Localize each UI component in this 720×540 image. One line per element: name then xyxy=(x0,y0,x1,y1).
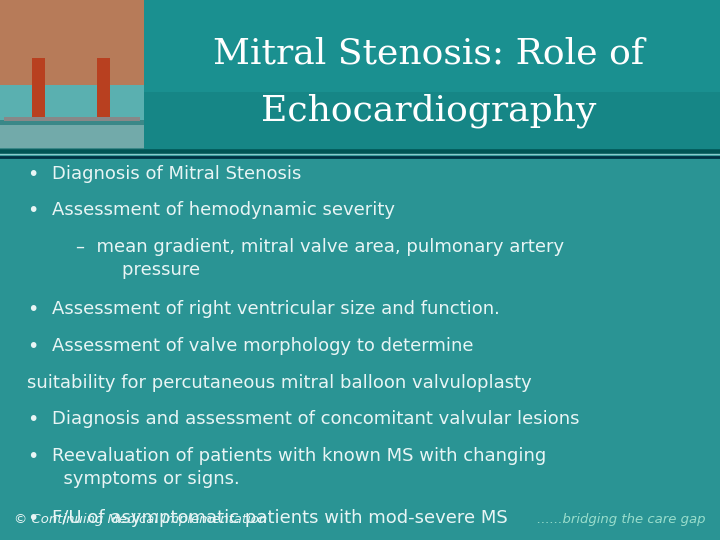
Bar xyxy=(0,125,144,148)
Text: •: • xyxy=(27,447,39,466)
Bar xyxy=(32,58,45,143)
Text: Assessment of valve morphology to determine: Assessment of valve morphology to determ… xyxy=(52,337,473,355)
Bar xyxy=(0,0,144,154)
Bar xyxy=(0,0,144,85)
Text: suitability for percutaneous mitral balloon valvuloplasty: suitability for percutaneous mitral ball… xyxy=(27,374,532,391)
Bar xyxy=(97,58,110,143)
Text: ......bridging the care gap: ......bridging the care gap xyxy=(537,514,706,526)
Text: •: • xyxy=(27,300,39,319)
Text: Diagnosis of Mitral Stenosis: Diagnosis of Mitral Stenosis xyxy=(52,165,301,183)
Text: –  mean gradient, mitral valve area, pulmonary artery
        pressure: – mean gradient, mitral valve area, pulm… xyxy=(76,238,564,279)
Text: F/U of asymptomatic patients with mod-severe MS: F/U of asymptomatic patients with mod-se… xyxy=(52,509,508,527)
Text: © Continuing Medical Implementation: © Continuing Medical Implementation xyxy=(14,514,268,526)
Text: Assessment of hemodynamic severity: Assessment of hemodynamic severity xyxy=(52,201,395,219)
Bar xyxy=(0,92,720,154)
Text: Echocardiography: Echocardiography xyxy=(261,93,596,128)
Text: Mitral Stenosis: Role of: Mitral Stenosis: Role of xyxy=(213,37,644,71)
Text: Reevaluation of patients with known MS with changing
  symptoms or signs.: Reevaluation of patients with known MS w… xyxy=(52,447,546,488)
Bar xyxy=(0,120,144,154)
Bar xyxy=(0,0,720,154)
Text: •: • xyxy=(27,165,39,184)
Text: •: • xyxy=(27,410,39,429)
Text: Diagnosis and assessment of concomitant valvular lesions: Diagnosis and assessment of concomitant … xyxy=(52,410,580,428)
Text: •: • xyxy=(27,509,39,528)
Text: Assessment of right ventricular size and function.: Assessment of right ventricular size and… xyxy=(52,300,500,318)
Bar xyxy=(4,117,140,122)
Text: •: • xyxy=(27,201,39,220)
Text: •: • xyxy=(27,337,39,356)
